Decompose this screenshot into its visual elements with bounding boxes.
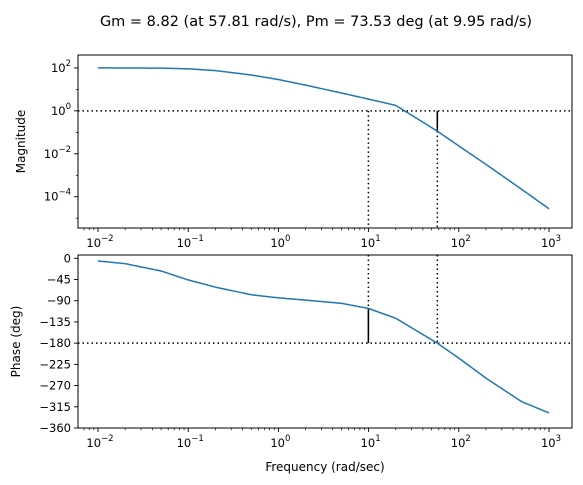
phase-y-tick-label: −315 bbox=[39, 400, 71, 414]
chart-title: Gm = 8.82 (at 57.81 rad/s), Pm = 73.53 d… bbox=[100, 14, 532, 30]
magnitude-y-ticks: 10−4 10−2 100 102 bbox=[44, 59, 78, 219]
phase-axes-frame bbox=[77, 254, 573, 429]
magnitude-panel: 10−4 10−2 100 102 10−2 10−1 100 101 102 103 Magn… bbox=[14, 54, 573, 250]
x-tick-label: 102 bbox=[451, 234, 471, 250]
x-tick-label: 100 bbox=[270, 434, 290, 450]
phase-y-tick-label: −270 bbox=[39, 379, 71, 393]
magnitude-axes-frame bbox=[77, 54, 573, 229]
phase-y-tick-label: −180 bbox=[39, 336, 71, 350]
x-tick-label: 102 bbox=[451, 434, 471, 450]
x-tick-label: 10−1 bbox=[177, 434, 204, 450]
magnitude-y-axis-label: Magnitude bbox=[14, 110, 28, 174]
magnitude-y-tick-label: 10−2 bbox=[44, 145, 71, 161]
x-axis-label: Frequency (rad/sec) bbox=[265, 460, 384, 474]
magnitude-reference-lines bbox=[78, 110, 572, 228]
x-tick-label: 10−1 bbox=[177, 234, 204, 250]
phase-reference-lines bbox=[78, 255, 572, 344]
x-tick-label: 10−2 bbox=[86, 434, 113, 450]
phase-series-line bbox=[97, 260, 550, 414]
magnitude-y-tick-label: 102 bbox=[51, 59, 71, 75]
x-tick-label: 100 bbox=[270, 234, 290, 250]
magnitude-series-line bbox=[98, 67, 550, 210]
phase-x-ticks: 10−2 10−1 100 101 102 103 bbox=[83, 428, 561, 450]
phase-y-tick-label: −135 bbox=[39, 315, 71, 329]
x-tick-label: 101 bbox=[361, 234, 381, 250]
phase-y-axis-label: Phase (deg) bbox=[9, 306, 23, 378]
x-tick-label: 103 bbox=[541, 234, 561, 250]
x-tick-label: 101 bbox=[361, 434, 381, 450]
magnitude-y-tick-label: 10−4 bbox=[44, 188, 71, 204]
phase-y-tick-label: −90 bbox=[47, 294, 71, 308]
phase-y-tick-label: −45 bbox=[47, 273, 71, 287]
phase-y-tick-label: −360 bbox=[39, 421, 71, 435]
magnitude-y-tick-label: 100 bbox=[51, 102, 71, 118]
phase-y-ticks: 0 −45 −90 −135 −180 −225 −270 −315 −360 bbox=[39, 251, 78, 435]
phase-panel: 0 −45 −90 −135 −180 −225 −270 −315 −360 10−2 10−1… bbox=[9, 251, 573, 450]
magnitude-x-ticks: 10−2 10−1 100 101 102 103 bbox=[83, 228, 561, 250]
phase-y-tick-label: 0 bbox=[64, 251, 71, 265]
phase-y-tick-label: −225 bbox=[39, 357, 71, 371]
x-tick-label: 103 bbox=[541, 434, 561, 450]
x-tick-label: 10−2 bbox=[86, 234, 113, 250]
